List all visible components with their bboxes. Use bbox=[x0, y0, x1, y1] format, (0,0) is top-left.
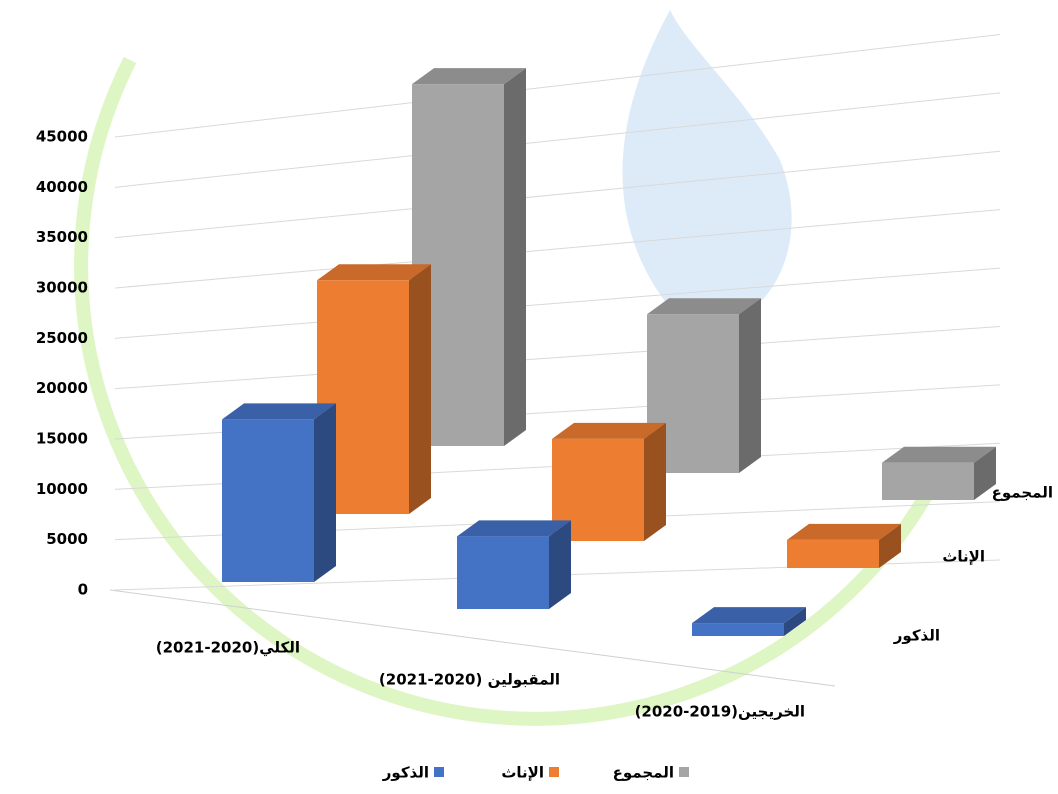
bar-face bbox=[692, 623, 784, 636]
bar-face bbox=[739, 298, 761, 473]
bar-face bbox=[644, 423, 666, 541]
watermark-drop bbox=[623, 10, 792, 326]
bar-face bbox=[787, 540, 879, 568]
legend-label: الإناث bbox=[501, 764, 544, 782]
grid-line bbox=[115, 93, 1000, 187]
bar-face bbox=[222, 419, 314, 582]
y-tick-label: 15000 bbox=[36, 430, 88, 448]
bar bbox=[222, 403, 336, 582]
chart: 0 5000 10000 15000 20000 25000 30000 35000 40000… bbox=[0, 0, 1058, 794]
grid-line bbox=[115, 35, 1000, 137]
bar-face bbox=[457, 536, 549, 609]
y-tick-label: 0 bbox=[78, 581, 88, 599]
y-tick-label: 20000 bbox=[36, 379, 88, 397]
y-tick-label: 45000 bbox=[36, 128, 88, 146]
y-tick-label: 10000 bbox=[36, 480, 88, 498]
legend-swatch bbox=[679, 767, 689, 777]
grid-line bbox=[115, 326, 1000, 388]
y-tick-label: 25000 bbox=[36, 329, 88, 347]
y-tick-label: 30000 bbox=[36, 279, 88, 297]
series-label: الذكور bbox=[893, 627, 940, 645]
bar-face bbox=[409, 264, 431, 514]
series-label: الإناث bbox=[942, 548, 985, 566]
legend-swatch bbox=[549, 767, 559, 777]
bar-face bbox=[504, 68, 526, 446]
y-tick-label: 5000 bbox=[46, 530, 88, 548]
bar bbox=[457, 520, 571, 609]
x-tick-label: الخريجين(2019-2020) bbox=[635, 703, 805, 721]
bar bbox=[692, 607, 806, 636]
grid-line bbox=[115, 210, 1000, 288]
bar bbox=[787, 524, 901, 568]
bar-face bbox=[882, 463, 974, 500]
bar bbox=[882, 447, 996, 500]
legend-label: الذكور bbox=[382, 764, 429, 782]
y-tick-label: 40000 bbox=[36, 178, 88, 196]
y-tick-label: 35000 bbox=[36, 228, 88, 246]
legend-swatch bbox=[434, 767, 444, 777]
series-label: المجموع bbox=[992, 484, 1053, 502]
grid-line bbox=[115, 268, 1000, 338]
x-tick-label: المقبولين (2020-2021) bbox=[379, 671, 560, 689]
legend-label: المجموع bbox=[613, 764, 674, 782]
grid-line bbox=[115, 151, 1000, 237]
bar-face bbox=[314, 403, 336, 582]
x-tick-label: الكلي(2020-2021) bbox=[156, 639, 300, 657]
